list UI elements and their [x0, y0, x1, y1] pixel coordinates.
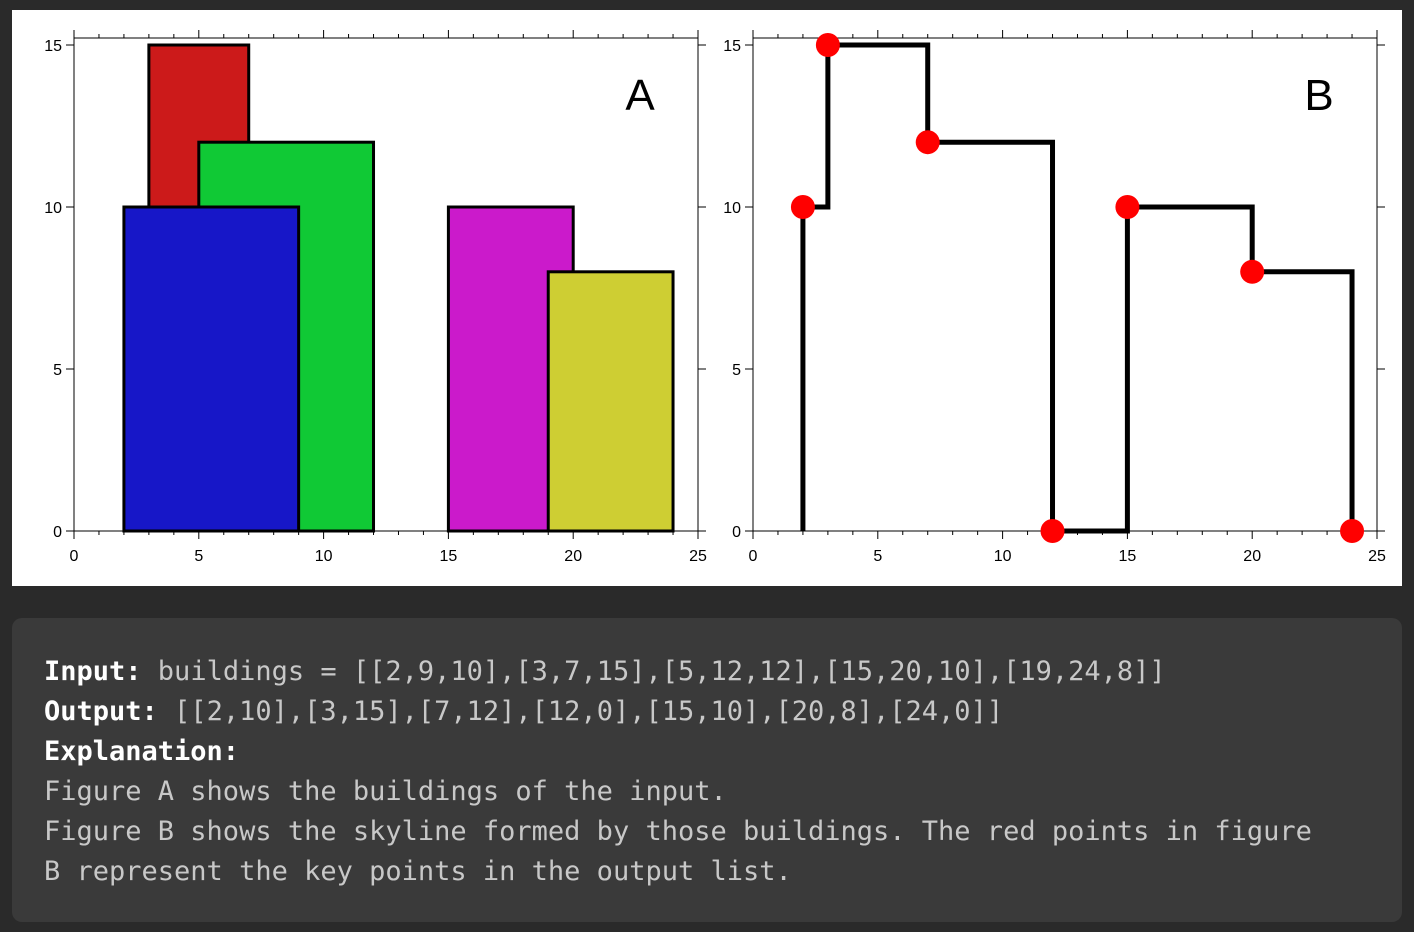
- key-point-4: [1040, 519, 1065, 543]
- panel-b-x-tick-label: 20: [1243, 548, 1261, 565]
- explanation-box: Input: buildings = [[2,9,10],[3,7,15],[5…: [12, 618, 1402, 922]
- building-bar-3: [122, 205, 301, 533]
- panel-b-frame: [752, 37, 1378, 532]
- panel-a-y-tick-label: 15: [44, 38, 62, 55]
- panel-b-label: B: [1304, 71, 1333, 120]
- explanation-heading: Explanation:: [44, 732, 1402, 772]
- input-value: buildings = [[2,9,10],[3,7,15],[5,12,12]…: [141, 656, 1166, 687]
- panel-b-y-tick-label: 10: [723, 200, 741, 217]
- key-point-6: [1240, 259, 1265, 284]
- explanation-label: Explanation:: [44, 736, 240, 767]
- panel-b-x-tick-label: 25: [1368, 548, 1386, 565]
- panel-b-y-tick-label: 5: [732, 362, 741, 379]
- figure-panel: 0 5 10 15 0 5 10 15 20 25 A 0 5 10 15 0 5 10 15 20 25 B: [12, 10, 1402, 586]
- chart-canvas: 0 5 10 15 0 5 10 15 20 25 A 0 5 10 15 0 5 10 15 20 25 B: [44, 30, 1386, 565]
- panel-a-x-tick-label: 0: [70, 548, 79, 565]
- output-label: Output:: [44, 696, 158, 727]
- panel-a-x-tick-label: 20: [564, 548, 582, 565]
- panel-a-frame: [73, 37, 699, 532]
- key-point-3: [915, 130, 940, 155]
- key-point-1: [790, 195, 815, 219]
- key-point-7: [1340, 519, 1365, 543]
- panel-b-y-tick-label: 0: [732, 524, 741, 541]
- panel-a-y-tick-label: 0: [53, 524, 62, 541]
- panel-a-label: A: [625, 71, 655, 120]
- input-label: Input:: [44, 656, 142, 687]
- panel-a-y-tick-label: 10: [44, 200, 62, 217]
- panel-b-x-tick-label: 10: [994, 548, 1012, 565]
- panel-b-x-tick-label: 5: [873, 548, 882, 565]
- panel-b-y-tick-label: 15: [723, 38, 741, 55]
- key-point-5: [1115, 195, 1140, 219]
- panel-a-x-tick-label: 15: [440, 548, 458, 565]
- explanation-line-3: B represent the key points in the output…: [44, 856, 792, 887]
- explanation-line-1: Figure A shows the buildings of the inpu…: [44, 776, 727, 807]
- building-bar-5: [546, 270, 675, 533]
- panel-b-x-tick-label: 0: [749, 548, 758, 565]
- explanation-line-2: Figure B shows the skyline formed by tho…: [44, 816, 1312, 847]
- panel-b-x-tick-label: 15: [1119, 548, 1137, 565]
- panel-a-x-tick-label: 10: [315, 548, 333, 565]
- panel-a-y-tick-label: 5: [53, 362, 62, 379]
- panel-a-x-tick-label: 5: [194, 548, 203, 565]
- skyline-line: [800, 42, 1355, 534]
- output-value: [[2,10],[3,15],[7,12],[12,0],[15,10],[20…: [157, 696, 1004, 727]
- output-line: Output: [[2,10],[3,15],[7,12],[12,0],[15…: [44, 692, 1402, 732]
- panel-a-x-tick-label: 25: [689, 548, 707, 565]
- input-line: Input: buildings = [[2,9,10],[3,7,15],[5…: [44, 652, 1402, 692]
- key-point-2: [815, 33, 840, 57]
